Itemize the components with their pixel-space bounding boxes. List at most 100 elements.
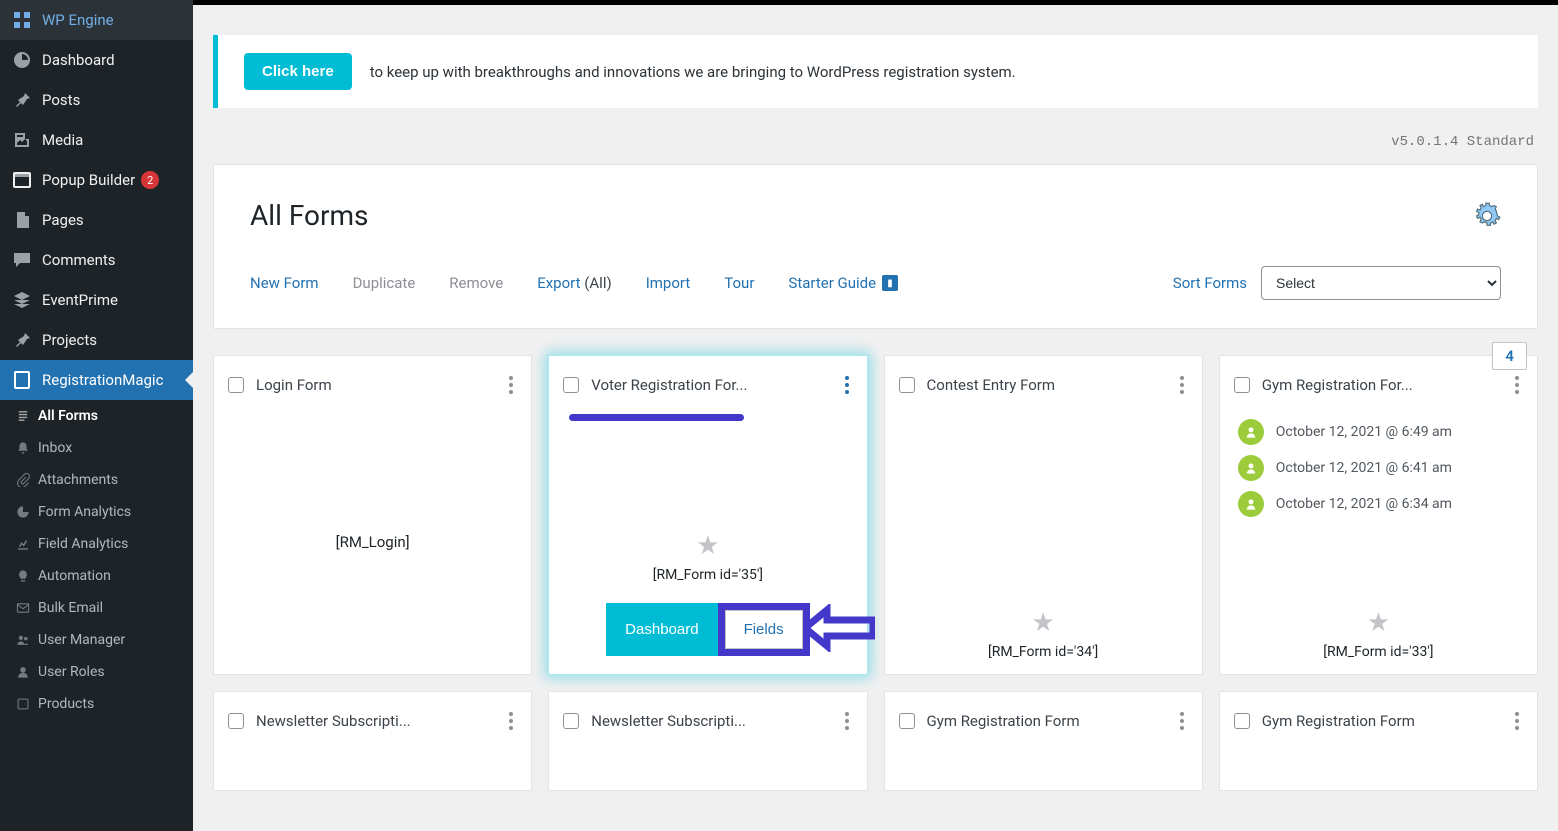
more-menu-icon[interactable] — [1511, 374, 1523, 396]
form-card[interactable]: Contest Entry Form ★ [RM_Form id='34'] — [884, 355, 1203, 675]
import-link[interactable]: Import — [646, 274, 691, 292]
sidebar-item-label: EventPrime — [42, 291, 118, 309]
card-title: Contest Entry Form — [927, 376, 1176, 394]
select-checkbox[interactable] — [1234, 713, 1250, 729]
form-card[interactable]: Newsletter Subscripti... — [548, 691, 867, 791]
more-menu-icon[interactable] — [1176, 710, 1188, 732]
entry-time: October 12, 2021 @ 6:41 am — [1276, 460, 1452, 476]
sidebar-item-projects[interactable]: Projects — [0, 320, 193, 360]
submenu-label: Bulk Email — [38, 600, 103, 616]
chart-icon — [16, 537, 30, 551]
submenu-label: User Manager — [38, 632, 125, 648]
sidebar-item-media[interactable]: Media — [0, 120, 193, 160]
submenu-item-automation[interactable]: Automation — [0, 560, 193, 592]
sidebar-item-popup-builder[interactable]: Popup Builder2 — [0, 160, 193, 200]
more-menu-icon[interactable] — [505, 710, 517, 732]
submenu-label: Automation — [38, 568, 111, 584]
pin-icon — [12, 330, 32, 350]
submenu-label: Products — [38, 696, 94, 712]
submenu-label: User Roles — [38, 664, 105, 680]
form-card[interactable]: Login Form [RM_Login] — [213, 355, 532, 675]
submenu-item-products[interactable]: Products — [0, 688, 193, 720]
submenu-item-attachments[interactable]: Attachments — [0, 464, 193, 496]
sidebar-item-label: Pages — [42, 211, 84, 229]
form-card[interactable]: 4 Gym Registration For... October 12, 20… — [1219, 355, 1538, 675]
submenu-item-field-analytics[interactable]: Field Analytics — [0, 528, 193, 560]
shortcode-text: [RM_Form id='33'] — [1323, 644, 1433, 660]
star-icon: ★ — [1031, 608, 1054, 638]
bell-icon — [16, 441, 30, 455]
entry-row[interactable]: October 12, 2021 @ 6:34 am — [1238, 486, 1519, 522]
sidebar-item-label: RegistrationMagic — [42, 371, 163, 389]
select-checkbox[interactable] — [563, 377, 579, 393]
submenu-item-user-roles[interactable]: User Roles — [0, 656, 193, 688]
user-icon — [16, 665, 30, 679]
submenu-item-all-forms[interactable]: All Forms — [0, 400, 193, 432]
fields-highlight-box: Fields — [718, 603, 810, 656]
mail-icon — [16, 601, 30, 615]
entry-row[interactable]: October 12, 2021 @ 6:41 am — [1238, 450, 1519, 486]
fields-button[interactable]: Fields — [725, 610, 803, 649]
main-content: Click here to keep up with breakthroughs… — [193, 0, 1558, 831]
stack-icon — [12, 290, 32, 310]
sidebar-item-dashboard[interactable]: Dashboard — [0, 40, 193, 80]
sidebar-item-pages[interactable]: Pages — [0, 200, 193, 240]
user-avatar-icon — [1238, 455, 1264, 481]
page-title: All Forms — [250, 199, 368, 232]
card-title: Gym Registration Form — [1262, 712, 1511, 730]
submenu-item-user-manager[interactable]: User Manager — [0, 624, 193, 656]
dashboard-button[interactable]: Dashboard — [606, 603, 717, 656]
more-menu-icon[interactable] — [1511, 710, 1523, 732]
sidebar-item-posts[interactable]: Posts — [0, 80, 193, 120]
select-checkbox[interactable] — [228, 713, 244, 729]
submenu-item-inbox[interactable]: Inbox — [0, 432, 193, 464]
duplicate-link: Duplicate — [353, 274, 416, 292]
remove-link: Remove — [449, 274, 503, 292]
form-card[interactable]: Voter Registration For... ★ [RM_Form id=… — [548, 355, 867, 675]
form-icon — [12, 370, 32, 390]
shortcode-text: [RM_Form id='35'] — [653, 567, 763, 583]
submenu-item-form-analytics[interactable]: Form Analytics — [0, 496, 193, 528]
guide-icon: ▮ — [882, 275, 898, 291]
popup-icon — [12, 170, 32, 190]
submenu-label: Field Analytics — [38, 536, 128, 552]
form-card[interactable]: Newsletter Subscripti... — [213, 691, 532, 791]
sidebar-item-comments[interactable]: Comments — [0, 240, 193, 280]
star-icon: ★ — [696, 531, 719, 561]
new-form-link[interactable]: New Form — [250, 274, 319, 292]
form-card[interactable]: Gym Registration Form — [884, 691, 1203, 791]
more-menu-icon[interactable] — [841, 710, 853, 732]
admin-topbar — [193, 0, 1558, 5]
sidebar-item-wp-engine[interactable]: WP Engine — [0, 0, 193, 40]
entry-row[interactable]: October 12, 2021 @ 6:49 am — [1238, 414, 1519, 450]
select-checkbox[interactable] — [899, 377, 915, 393]
more-menu-icon[interactable] — [1176, 374, 1188, 396]
sidebar-item-eventprime[interactable]: EventPrime — [0, 280, 193, 320]
box-icon — [16, 697, 30, 711]
comment-icon — [12, 250, 32, 270]
user-avatar-icon — [1238, 491, 1264, 517]
select-checkbox[interactable] — [563, 713, 579, 729]
more-menu-icon[interactable] — [505, 374, 517, 396]
select-checkbox[interactable] — [899, 713, 915, 729]
export-link[interactable]: Export (All) — [537, 274, 611, 292]
sidebar-item-label: Dashboard — [42, 51, 115, 69]
gauge-icon — [12, 50, 32, 70]
highlight-underline — [569, 414, 744, 421]
select-checkbox[interactable] — [228, 377, 244, 393]
forms-icon — [16, 409, 30, 423]
card-actions: Dashboard Fields — [549, 597, 866, 674]
select-checkbox[interactable] — [1234, 377, 1250, 393]
sidebar-item-registrationmagic[interactable]: RegistrationMagic — [0, 360, 193, 400]
submenu-item-bulk-email[interactable]: Bulk Email — [0, 592, 193, 624]
shortcode-text: [RM_Login] — [214, 410, 531, 674]
form-card[interactable]: Gym Registration Form — [1219, 691, 1538, 791]
more-menu-icon[interactable] — [841, 374, 853, 396]
settings-gear-icon[interactable] — [1473, 202, 1501, 230]
starter-guide-link[interactable]: Starter Guide ▮ — [788, 274, 898, 292]
count-badge: 2 — [141, 171, 159, 189]
notice-cta-button[interactable]: Click here — [244, 53, 352, 90]
submenu-label: Form Analytics — [38, 504, 131, 520]
sort-select[interactable]: Select — [1261, 266, 1501, 300]
tour-link[interactable]: Tour — [724, 274, 754, 292]
